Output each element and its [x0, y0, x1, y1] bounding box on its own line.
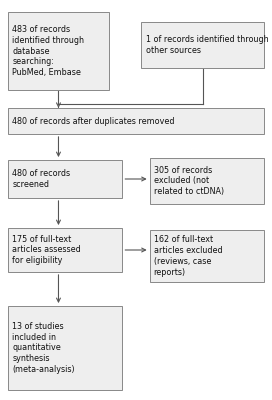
- Text: 480 of records
screened: 480 of records screened: [12, 169, 70, 189]
- FancyBboxPatch shape: [8, 12, 109, 90]
- Text: 1 of records identified through
other sources: 1 of records identified through other so…: [146, 35, 268, 55]
- FancyBboxPatch shape: [141, 22, 264, 68]
- Text: 483 of records
identified through
database
searching:
PubMed, Embase: 483 of records identified through databa…: [12, 25, 84, 77]
- FancyBboxPatch shape: [150, 230, 264, 282]
- Text: 13 of studies
included in
quantitative
synthesis
(meta-analysis): 13 of studies included in quantitative s…: [12, 322, 75, 374]
- Text: 175 of full-text
articles assessed
for eligibility: 175 of full-text articles assessed for e…: [12, 235, 81, 265]
- Text: 162 of full-text
articles excluded
(reviews, case
reports): 162 of full-text articles excluded (revi…: [154, 235, 222, 277]
- Text: 305 of records
excluded (not
related to ctDNA): 305 of records excluded (not related to …: [154, 166, 224, 196]
- FancyBboxPatch shape: [8, 108, 264, 134]
- Text: 480 of records after duplicates removed: 480 of records after duplicates removed: [12, 116, 175, 126]
- FancyBboxPatch shape: [8, 228, 122, 272]
- FancyBboxPatch shape: [150, 158, 264, 204]
- FancyBboxPatch shape: [8, 160, 122, 198]
- FancyBboxPatch shape: [8, 306, 122, 390]
